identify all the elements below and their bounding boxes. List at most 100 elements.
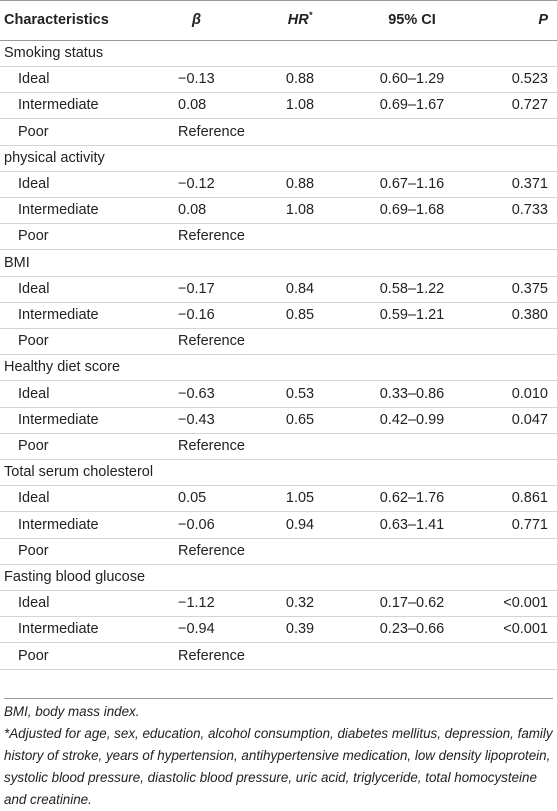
group-row: Total serum cholesterol <box>0 459 557 487</box>
cell-hr: 0.65 <box>285 411 315 428</box>
cell-label: Ideal <box>18 176 50 192</box>
header-row: Characteristics β HR* 95% CI P <box>0 0 557 41</box>
cell-label: Intermediate <box>18 97 99 114</box>
cell-beta: 0.08 <box>178 97 207 114</box>
cell-p: 0.861 <box>511 490 548 507</box>
group-row: Healthy diet score <box>0 354 557 382</box>
cell-ci: 0.67–1.16 <box>379 176 445 192</box>
group-row: Smoking status <box>0 40 557 67</box>
cell-ci: 0.23–0.66 <box>379 621 445 638</box>
cell-ci: 0.60–1.29 <box>379 71 445 88</box>
group-row: Fasting blood glucose <box>0 564 557 591</box>
cell-label: Intermediate <box>18 307 99 323</box>
header-cell: HR* <box>278 1 322 40</box>
cell-label: Poor <box>18 123 49 140</box>
cell-label: Poor <box>18 438 49 454</box>
cell-label: Intermediate <box>18 202 99 219</box>
header-text: HR <box>287 12 309 28</box>
cell-beta: 0.08 <box>178 202 207 219</box>
cell-hr: 0.39 <box>285 621 315 638</box>
group-row: BMI <box>0 250 557 277</box>
data-row: Intermediate −0.06 0.94 0.63–1.41 0.771 <box>0 512 557 539</box>
cell-ci: 0.42–0.99 <box>379 411 445 428</box>
data-row: Ideal −1.12 0.32 0.17–0.62 <0.001 <box>0 590 557 618</box>
cell-label: Intermediate <box>18 411 99 428</box>
cell-beta: −0.43 <box>178 411 215 428</box>
data-row: Ideal −0.17 0.84 0.58–1.22 0.375 <box>0 276 557 303</box>
header-cell: P <box>538 12 548 28</box>
cell-hr: 0.88 <box>285 176 315 192</box>
cell-ci: 0.59–1.21 <box>379 307 445 323</box>
header-cell: β <box>192 12 201 28</box>
cell-beta: Reference <box>178 542 245 559</box>
cell-p: 0.010 <box>511 385 548 402</box>
footnotes: BMI, body mass index. *Adjusted for age,… <box>4 698 553 811</box>
data-row: Ideal 0.05 1.05 0.62–1.76 0.861 <box>0 485 557 513</box>
cell-p: 0.523 <box>511 71 548 88</box>
data-row: Intermediate −0.43 0.65 0.42–0.99 0.047 <box>0 407 557 434</box>
cell-ci: 0.63–1.41 <box>379 516 445 533</box>
cell-beta: 0.05 <box>178 490 207 507</box>
cell-label: Intermediate <box>18 621 99 638</box>
footnote: *Adjusted for age, sex, education, alcoh… <box>4 726 553 807</box>
group-label: Total serum cholesterol <box>4 464 154 481</box>
cell-ci: 0.33–0.86 <box>379 385 445 402</box>
cell-hr: 0.85 <box>285 307 315 323</box>
cell-beta: Reference <box>178 647 245 664</box>
cell-hr: 0.32 <box>285 595 315 612</box>
cell-hr: 1.08 <box>285 202 315 219</box>
cell-beta: −0.13 <box>178 71 215 88</box>
cell-label: Ideal <box>18 71 50 88</box>
group-label: BMI <box>4 254 30 271</box>
cell-p: 0.771 <box>511 516 548 533</box>
cell-label: Ideal <box>18 280 50 297</box>
data-row: Poor Reference <box>0 223 557 251</box>
data-row: Intermediate −0.16 0.85 0.59–1.21 0.380 <box>0 302 557 329</box>
cell-p: 0.727 <box>511 97 548 114</box>
cell-ci: 0.17–0.62 <box>379 595 445 612</box>
data-row: Poor Reference <box>0 119 557 146</box>
data-row: Ideal −0.12 0.88 0.67–1.16 0.371 <box>0 171 557 198</box>
data-row: Poor Reference <box>0 433 557 460</box>
cell-beta: −0.94 <box>178 621 215 638</box>
data-row: Poor Reference <box>0 643 557 670</box>
cell-ci: 0.69–1.67 <box>379 97 445 114</box>
header-mark: * <box>308 10 313 21</box>
cell-label: Ideal <box>18 385 50 402</box>
cell-hr: 0.94 <box>285 516 315 533</box>
group-label: Fasting blood glucose <box>4 569 146 585</box>
cell-p: 0.371 <box>511 176 548 192</box>
cell-p: 0.047 <box>511 411 548 428</box>
cell-ci: 0.62–1.76 <box>379 490 445 507</box>
cell-beta: −0.06 <box>178 516 215 533</box>
cell-hr: 0.88 <box>285 71 315 88</box>
cell-label: Poor <box>18 333 49 350</box>
cell-label: Poor <box>18 542 49 559</box>
cell-p: 0.375 <box>511 280 548 297</box>
data-row: Poor Reference <box>0 538 557 565</box>
group-row: physical activity <box>0 145 557 172</box>
cell-beta: −0.12 <box>178 176 215 192</box>
cell-label: Poor <box>18 228 49 245</box>
cell-hr: 0.84 <box>285 280 315 297</box>
cell-p: <0.001 <box>503 595 548 612</box>
data-row: Poor Reference <box>0 328 557 356</box>
cell-beta: Reference <box>178 123 245 140</box>
cell-beta: Reference <box>178 333 245 350</box>
cell-beta: Reference <box>178 228 245 245</box>
header-cell: 95% CI <box>388 12 436 28</box>
cell-p: 0.380 <box>511 307 548 323</box>
cell-hr: 1.05 <box>285 490 315 507</box>
cell-label: Poor <box>18 647 49 664</box>
footnote: BMI, body mass index. <box>4 704 140 719</box>
data-row: Ideal −0.63 0.53 0.33–0.86 0.010 <box>0 381 557 408</box>
group-label: physical activity <box>4 149 105 166</box>
data-row: Intermediate 0.08 1.08 0.69–1.68 0.733 <box>0 197 557 225</box>
cell-label: Ideal <box>18 490 50 507</box>
group-label: Healthy diet score <box>4 359 121 376</box>
cell-hr: 0.53 <box>285 385 315 402</box>
cell-p: 0.733 <box>511 202 548 219</box>
data-row: Intermediate 0.08 1.08 0.69–1.67 0.727 <box>0 92 557 120</box>
cell-label: Intermediate <box>18 516 99 533</box>
